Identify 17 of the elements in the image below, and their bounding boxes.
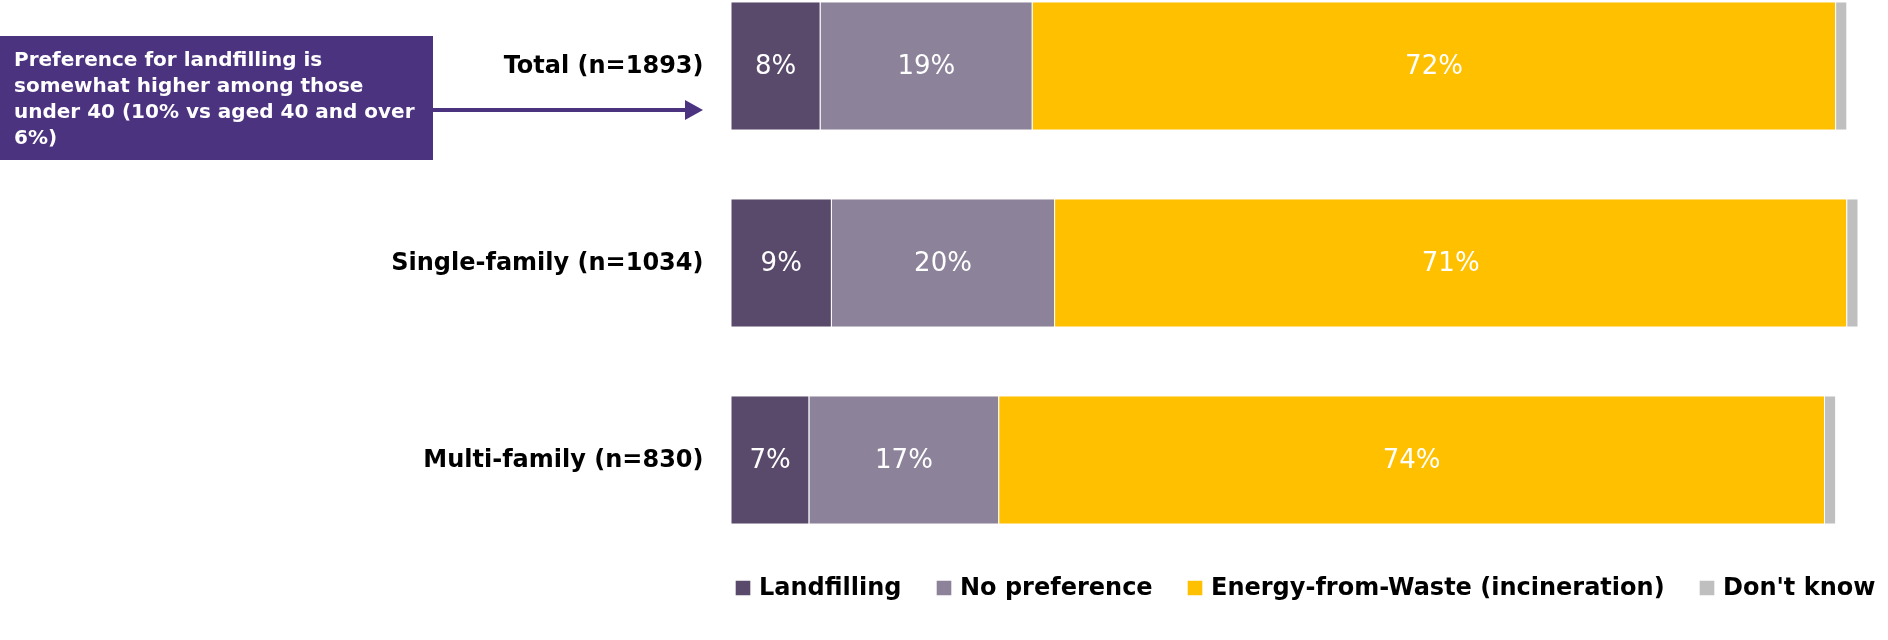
data-label: 7%	[749, 444, 791, 474]
data-label: 19%	[897, 50, 956, 80]
legend-label: No preference	[960, 573, 1153, 601]
legend-label: Don't know	[1723, 573, 1876, 601]
y-tick-label: Multi-family (n=830)	[423, 445, 704, 473]
data-label: 9%	[760, 247, 802, 277]
data-label: 20%	[914, 247, 972, 277]
text: Preference for landfilling is somewhat higher among those under 40 (10% vs aged 40 and over 6%)	[14, 47, 415, 149]
data-label: 8%	[755, 50, 797, 80]
legend-label: Energy-from-Waste (incineration)	[1211, 573, 1665, 601]
legend-label: Landfilling	[759, 573, 902, 601]
y-tick-label: Total (n=1893)	[503, 51, 704, 79]
data-label: 17%	[875, 444, 933, 474]
data-label: 74%	[1382, 444, 1441, 474]
data-label: 71%	[1421, 247, 1480, 277]
y-tick-label: Single-family (n=1034)	[391, 248, 704, 276]
data-label: 72%	[1405, 50, 1463, 80]
